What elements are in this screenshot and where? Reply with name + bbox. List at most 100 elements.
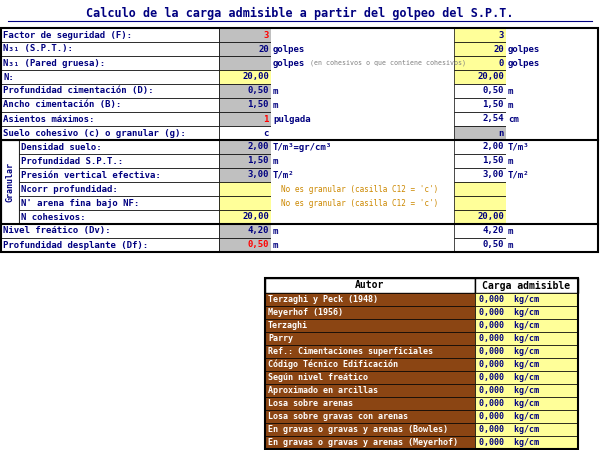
Text: 20,00: 20,00 <box>242 72 269 81</box>
Bar <box>506 56 598 70</box>
Text: Terzaghi y Peck (1948): Terzaghi y Peck (1948) <box>268 295 378 304</box>
Text: N' arena fina bajo NF:: N' arena fina bajo NF: <box>21 198 139 207</box>
Text: Calculo de la carga admisible a partir del golpeo del S.P.T.: Calculo de la carga admisible a partir d… <box>86 6 514 19</box>
Text: 2,00: 2,00 <box>248 143 269 152</box>
Text: m: m <box>273 240 278 249</box>
Bar <box>219 196 271 210</box>
Bar <box>475 397 578 410</box>
Text: T/m³: T/m³ <box>508 143 530 152</box>
Text: 20,00: 20,00 <box>477 212 504 221</box>
Bar <box>475 436 578 449</box>
Text: Ncorr profundidad:: Ncorr profundidad: <box>21 184 118 194</box>
Text: 0,000  kg/cm: 0,000 kg/cm <box>479 321 539 330</box>
Bar <box>265 293 475 306</box>
Text: 0,000  kg/cm: 0,000 kg/cm <box>479 295 539 304</box>
Text: m: m <box>273 157 278 166</box>
Bar <box>454 84 506 98</box>
Text: N₃₁ (S.P.T.):: N₃₁ (S.P.T.): <box>3 45 73 54</box>
Text: 2,54: 2,54 <box>482 114 504 123</box>
Text: 0,000  kg/cm: 0,000 kg/cm <box>479 386 539 395</box>
Bar <box>271 98 454 112</box>
Bar <box>219 112 271 126</box>
Text: 0,000  kg/cm: 0,000 kg/cm <box>479 438 539 447</box>
Text: Aproximado en arcillas: Aproximado en arcillas <box>268 386 378 395</box>
Bar <box>506 196 598 210</box>
Text: Según nivel freático: Según nivel freático <box>268 373 368 382</box>
Bar <box>1 56 219 70</box>
Bar <box>219 98 271 112</box>
Bar <box>271 154 454 168</box>
Bar <box>506 140 598 154</box>
Bar <box>265 423 475 436</box>
Bar <box>19 154 219 168</box>
Text: 1,50: 1,50 <box>248 157 269 166</box>
Bar <box>271 70 454 84</box>
Bar <box>475 384 578 397</box>
Text: Autor: Autor <box>355 280 385 291</box>
Bar <box>265 384 475 397</box>
Text: m: m <box>508 86 514 95</box>
Bar <box>475 332 578 345</box>
Bar <box>19 210 219 224</box>
Bar <box>19 168 219 182</box>
Bar <box>271 182 454 196</box>
Text: 0,000  kg/cm: 0,000 kg/cm <box>479 425 539 434</box>
Text: 20,00: 20,00 <box>242 212 269 221</box>
Text: 0,50: 0,50 <box>482 86 504 95</box>
Text: m: m <box>508 226 514 235</box>
Bar <box>506 224 598 238</box>
Bar <box>475 306 578 319</box>
Text: 3: 3 <box>499 31 504 40</box>
Text: N cohesivos:: N cohesivos: <box>21 212 86 221</box>
Text: T/m²: T/m² <box>508 171 530 180</box>
Bar <box>454 238 506 252</box>
Bar <box>454 140 506 154</box>
Bar <box>454 210 506 224</box>
Bar <box>271 210 454 224</box>
Text: No es granular (casilla C12 = 'c'): No es granular (casilla C12 = 'c') <box>281 184 438 194</box>
Bar <box>265 371 475 384</box>
Text: golpes: golpes <box>273 45 305 54</box>
Text: 4,20: 4,20 <box>482 226 504 235</box>
Bar <box>265 319 475 332</box>
Bar <box>454 28 506 42</box>
Text: Losa sobre arenas: Losa sobre arenas <box>268 399 353 408</box>
Bar <box>265 410 475 423</box>
Text: Profundidad S.P.T.:: Profundidad S.P.T.: <box>21 157 123 166</box>
Bar <box>265 278 475 293</box>
Text: n: n <box>499 129 504 138</box>
Bar <box>454 224 506 238</box>
Bar <box>475 319 578 332</box>
Bar <box>475 410 578 423</box>
Bar <box>219 84 271 98</box>
Bar <box>1 112 219 126</box>
Text: Asientos máximos:: Asientos máximos: <box>3 114 94 123</box>
Text: T/m²: T/m² <box>273 171 295 180</box>
Bar <box>454 56 506 70</box>
Text: golpes: golpes <box>508 45 540 54</box>
Text: pulgada: pulgada <box>273 114 311 123</box>
Text: En gravas o gravas y arenas (Meyerhof): En gravas o gravas y arenas (Meyerhof) <box>268 438 458 447</box>
Bar <box>454 112 506 126</box>
Text: m: m <box>508 240 514 249</box>
Text: T/m³=gr/cm³: T/m³=gr/cm³ <box>273 143 332 152</box>
Bar <box>219 210 271 224</box>
Text: Profundidad cimentación (D):: Profundidad cimentación (D): <box>3 86 154 95</box>
Bar <box>506 154 598 168</box>
Bar <box>506 168 598 182</box>
Text: Ancho cimentación (B):: Ancho cimentación (B): <box>3 100 121 109</box>
Text: Presión vertical efectiva:: Presión vertical efectiva: <box>21 171 161 180</box>
Text: N₃₁ (Pared gruesa):: N₃₁ (Pared gruesa): <box>3 58 105 68</box>
Bar <box>1 126 219 140</box>
Text: 0,50: 0,50 <box>482 240 504 249</box>
Text: Granular: Granular <box>5 162 14 202</box>
Text: Factor de seguridad (F):: Factor de seguridad (F): <box>3 31 132 40</box>
Text: En gravas o gravas y arenas (Bowles): En gravas o gravas y arenas (Bowles) <box>268 425 448 434</box>
Bar <box>1 70 219 84</box>
Bar <box>271 140 454 154</box>
Text: 20: 20 <box>258 45 269 54</box>
Bar <box>454 126 506 140</box>
Bar <box>271 42 454 56</box>
Bar <box>454 154 506 168</box>
Bar <box>271 56 454 70</box>
